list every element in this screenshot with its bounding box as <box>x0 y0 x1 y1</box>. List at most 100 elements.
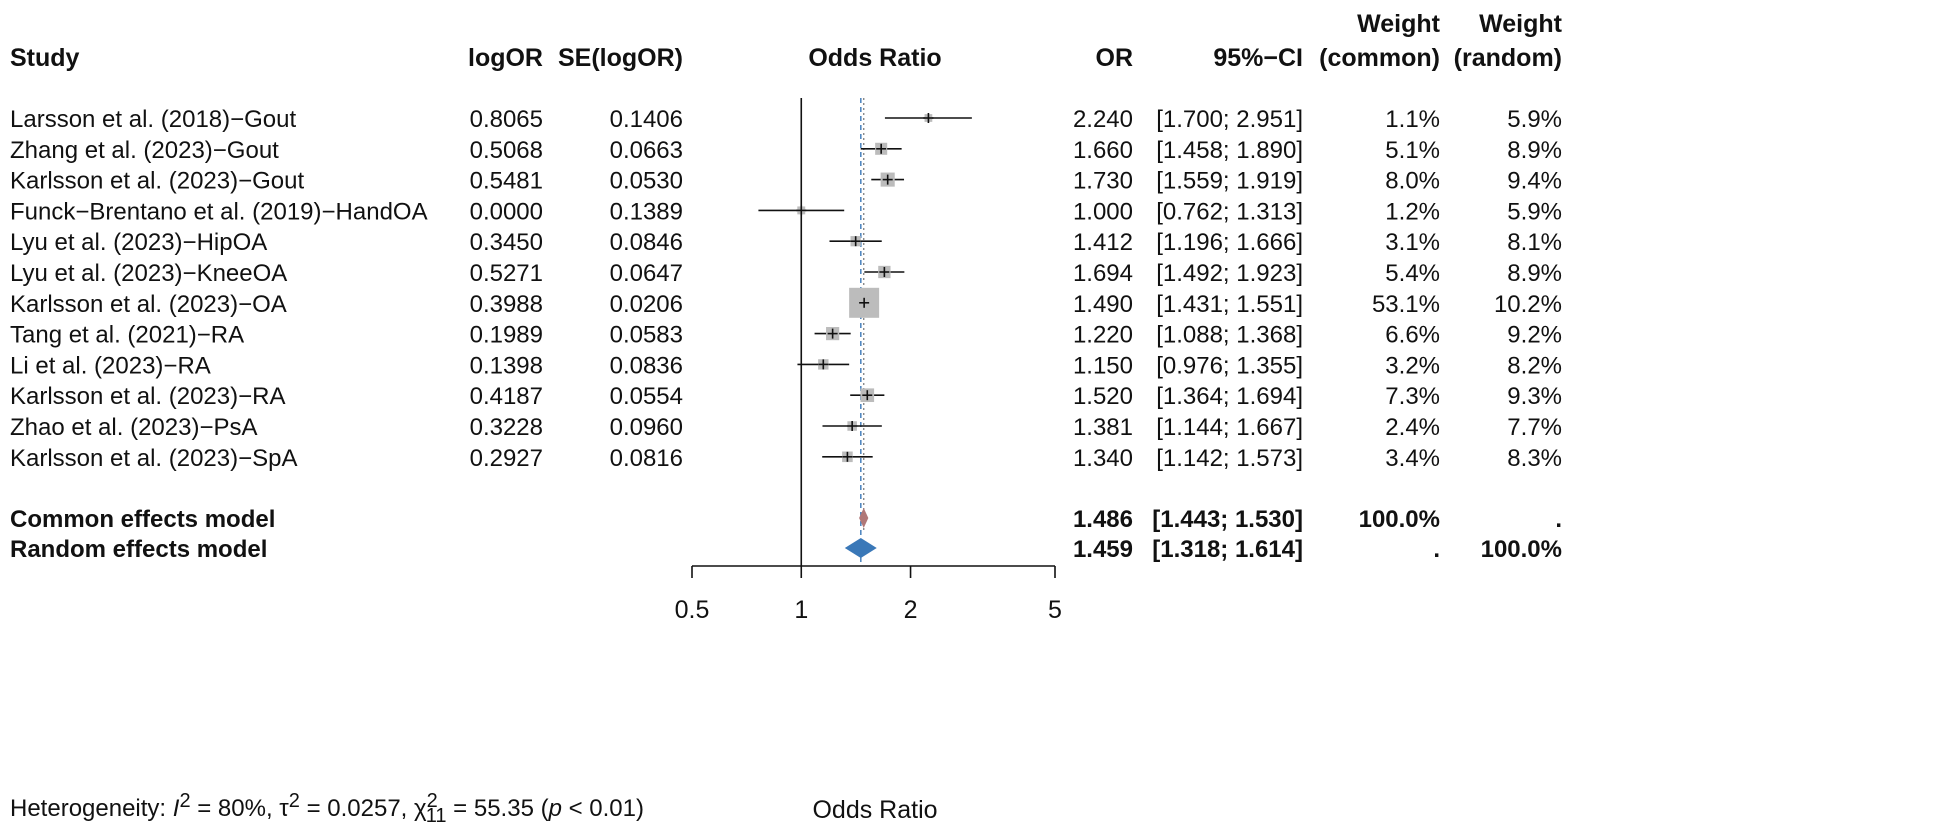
or-value: 1.220 <box>1073 322 1133 349</box>
weight-common-value: 2.4% <box>1385 414 1440 441</box>
or-value: 1.412 <box>1073 229 1133 256</box>
model-or-value: 1.486 <box>1073 506 1133 533</box>
x-tick-label: 2 <box>904 596 918 624</box>
study-label: Funck−Brentano et al. (2019)−HandOA <box>10 198 428 225</box>
ci-value: [1.144; 1.667] <box>1156 414 1303 441</box>
weight-random-value: 9.4% <box>1507 168 1562 195</box>
weight-common-value: 3.2% <box>1385 352 1440 379</box>
or-value: 1.660 <box>1073 137 1133 164</box>
header-logor: logOR <box>468 44 543 72</box>
study-label: Li et al. (2023)−RA <box>10 352 211 379</box>
weight-common-value: 5.4% <box>1385 260 1440 287</box>
or-value: 1.340 <box>1073 445 1133 472</box>
or-value: 1.000 <box>1073 198 1133 225</box>
header-ci: 95%−CI <box>1213 44 1303 72</box>
header-se: SE(logOR) <box>558 44 683 72</box>
header-weight-random-1: Weight <box>1479 10 1563 38</box>
or-value: 1.694 <box>1073 260 1133 287</box>
ci-value: [0.976; 1.355] <box>1156 352 1303 379</box>
logor-value: 0.2927 <box>470 445 543 472</box>
ci-value: [1.700; 2.951] <box>1156 106 1303 133</box>
study-label: Karlsson et al. (2023)−RA <box>10 383 285 410</box>
weight-common-value: 1.1% <box>1385 106 1440 133</box>
ci-value: [1.142; 1.573] <box>1156 445 1303 472</box>
logor-value: 0.4187 <box>470 383 543 410</box>
header-study: Study <box>10 44 80 72</box>
ci-value: [1.431; 1.551] <box>1156 291 1303 318</box>
weight-random-value: 8.9% <box>1507 260 1562 287</box>
header-weight-common-2: (common) <box>1319 44 1440 72</box>
weight-common-value: 1.2% <box>1385 198 1440 225</box>
se-value: 0.0530 <box>610 168 683 195</box>
header-weight-common-1: Weight <box>1357 10 1441 38</box>
x-axis-label: Odds Ratio <box>812 796 937 824</box>
se-value: 0.0663 <box>610 137 683 164</box>
weight-random-value: 5.9% <box>1507 198 1562 225</box>
study-label: Tang et al. (2021)−RA <box>10 322 244 349</box>
ci-value: [1.458; 1.890] <box>1156 137 1303 164</box>
or-value: 1.490 <box>1073 291 1133 318</box>
ci-value: [1.559; 1.919] <box>1156 168 1303 195</box>
study-label: Karlsson et al. (2023)−OA <box>10 291 287 318</box>
se-value: 0.0846 <box>610 229 683 256</box>
weight-random-value: 9.2% <box>1507 322 1562 349</box>
study-label: Karlsson et al. (2023)−SpA <box>10 445 298 472</box>
weight-random-value: 8.3% <box>1507 445 1562 472</box>
or-value: 2.240 <box>1073 106 1133 133</box>
logor-value: 0.3988 <box>470 291 543 318</box>
weight-random-value: 9.3% <box>1507 383 1562 410</box>
weight-common-value: 6.6% <box>1385 322 1440 349</box>
se-value: 0.1389 <box>610 198 683 225</box>
x-tick-label: 5 <box>1048 596 1062 624</box>
or-value: 1.730 <box>1073 168 1133 195</box>
se-value: 0.0836 <box>610 352 683 379</box>
random-effect-diamond <box>844 538 877 558</box>
logor-value: 0.5271 <box>470 260 543 287</box>
weight-common-value: 7.3% <box>1385 383 1440 410</box>
weight-common-value: 3.4% <box>1385 445 1440 472</box>
weight-random-value: 8.1% <box>1507 229 1562 256</box>
study-label: Zhao et al. (2023)−PsA <box>10 414 257 441</box>
model-weight-common-value: . <box>1433 536 1440 563</box>
model-weight-common-value: 100.0% <box>1359 506 1440 533</box>
or-value: 1.150 <box>1073 352 1133 379</box>
se-value: 0.0816 <box>610 445 683 472</box>
study-label: Lyu et al. (2023)−KneeOA <box>10 260 287 287</box>
x-tick-label: 0.5 <box>675 596 710 624</box>
study-label: Zhang et al. (2023)−Gout <box>10 137 279 164</box>
se-value: 0.0647 <box>610 260 683 287</box>
study-label: Larsson et al. (2018)−Gout <box>10 106 297 133</box>
se-value: 0.0960 <box>610 414 683 441</box>
weight-common-value: 8.0% <box>1385 168 1440 195</box>
logor-value: 0.0000 <box>470 198 543 225</box>
weight-random-value: 8.2% <box>1507 352 1562 379</box>
model-weight-random-value: . <box>1555 506 1562 533</box>
logor-value: 0.8065 <box>470 106 543 133</box>
weight-random-value: 8.9% <box>1507 137 1562 164</box>
weight-random-value: 7.7% <box>1507 414 1562 441</box>
ci-value: [1.088; 1.368] <box>1156 322 1303 349</box>
logor-value: 0.3450 <box>470 229 543 256</box>
logor-value: 0.1398 <box>470 352 543 379</box>
header-odds-ratio: Odds Ratio <box>808 44 941 72</box>
se-value: 0.0554 <box>610 383 683 410</box>
weight-common-value: 5.1% <box>1385 137 1440 164</box>
weight-common-value: 3.1% <box>1385 229 1440 256</box>
heterogeneity-text: Heterogeneity: I2 = 80%, τ2 = 0.0257, χ2… <box>10 790 644 827</box>
se-value: 0.1406 <box>610 106 683 133</box>
weight-random-value: 5.9% <box>1507 106 1562 133</box>
logor-value: 0.1989 <box>470 322 543 349</box>
model-weight-random-value: 100.0% <box>1481 536 1562 563</box>
logor-value: 0.5068 <box>470 137 543 164</box>
weight-random-value: 10.2% <box>1494 291 1562 318</box>
model-ci-value: [1.318; 1.614] <box>1152 536 1303 563</box>
model-label: Random effects model <box>10 536 267 563</box>
logor-value: 0.3228 <box>470 414 543 441</box>
se-value: 0.0583 <box>610 322 683 349</box>
ci-value: [1.492; 1.923] <box>1156 260 1303 287</box>
logor-value: 0.5481 <box>470 168 543 195</box>
header-weight-random-2: (random) <box>1454 44 1562 72</box>
x-tick-label: 1 <box>794 596 808 624</box>
study-label: Karlsson et al. (2023)−Gout <box>10 168 304 195</box>
